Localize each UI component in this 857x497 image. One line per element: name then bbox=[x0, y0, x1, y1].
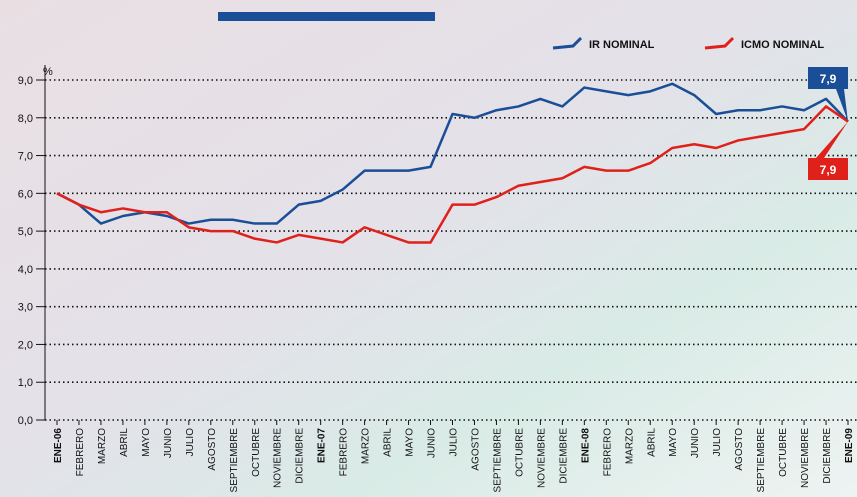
x-tick-label: OCTUBRE bbox=[251, 428, 262, 477]
x-tick-label: MAYO bbox=[405, 428, 416, 457]
x-tick-label: ABRIL bbox=[119, 428, 130, 457]
annotation-label: 7,9 bbox=[820, 163, 837, 177]
x-tick-label: AGOSTO bbox=[470, 428, 481, 471]
x-tick-label: FEBRERO bbox=[75, 428, 86, 477]
y-tick-label: 9,0 bbox=[18, 75, 33, 87]
annotation-label: 7,9 bbox=[820, 72, 837, 86]
y-tick-label: 0,0 bbox=[18, 415, 33, 427]
x-tick-label: ENE-08 bbox=[580, 428, 591, 463]
header-bar bbox=[218, 12, 435, 21]
y-tick-label: 6,0 bbox=[18, 188, 33, 200]
x-tick-label: ABRIL bbox=[646, 428, 657, 457]
x-tick-label: ABRIL bbox=[383, 428, 394, 457]
x-tick-label: JUNIO bbox=[427, 428, 438, 458]
x-tick-label: SEPTIEMBRE bbox=[229, 428, 240, 493]
y-tick-label: 4,0 bbox=[18, 264, 33, 276]
x-tick-label: JULIO bbox=[185, 428, 196, 457]
x-tick-label: NOVIEMBRE bbox=[273, 428, 284, 488]
x-tick-label: MARZO bbox=[624, 428, 635, 464]
x-tick-label: ENE-07 bbox=[317, 428, 328, 463]
y-tick-label: 3,0 bbox=[18, 302, 33, 314]
x-tick-label: MAYO bbox=[668, 428, 679, 457]
legend-label: IR NOMINAL bbox=[589, 39, 655, 51]
x-tick-label: JUNIO bbox=[163, 428, 174, 458]
y-tick-label: 2,0 bbox=[18, 339, 33, 351]
x-tick-label: MARZO bbox=[361, 428, 372, 464]
chart: % 0,01,02,03,04,05,06,07,08,09,0ENE-06FE… bbox=[0, 0, 857, 497]
y-tick-label: 1,0 bbox=[18, 377, 33, 389]
x-tick-label: DICIEMBRE bbox=[295, 428, 306, 484]
x-tick-label: AGOSTO bbox=[207, 428, 218, 471]
x-tick-label: ENE-09 bbox=[844, 428, 855, 463]
background bbox=[0, 0, 857, 497]
x-tick-label: OCTUBRE bbox=[514, 428, 525, 477]
x-tick-label: MARZO bbox=[97, 428, 108, 464]
x-tick-label: NOVIEMBRE bbox=[800, 428, 811, 488]
x-tick-label: AGOSTO bbox=[734, 428, 745, 471]
x-tick-label: SEPTIEMBRE bbox=[756, 428, 767, 493]
x-tick-label: MAYO bbox=[141, 428, 152, 457]
x-tick-label: DICIEMBRE bbox=[822, 428, 833, 484]
legend-label: ICMO NOMINAL bbox=[741, 39, 824, 51]
x-tick-label: JULIO bbox=[449, 428, 460, 457]
y-tick-label: 5,0 bbox=[18, 226, 33, 238]
x-tick-label: JUNIO bbox=[690, 428, 701, 458]
x-tick-label: NOVIEMBRE bbox=[536, 428, 547, 488]
x-tick-label: OCTUBRE bbox=[778, 428, 789, 477]
x-tick-label: ENE-06 bbox=[53, 428, 64, 463]
x-tick-label: FEBRERO bbox=[602, 428, 613, 477]
x-tick-label: JULIO bbox=[712, 428, 723, 457]
x-tick-label: FEBRERO bbox=[339, 428, 350, 477]
y-tick-label: 8,0 bbox=[18, 113, 33, 125]
x-tick-label: DICIEMBRE bbox=[558, 428, 569, 484]
y-tick-label: 7,0 bbox=[18, 151, 33, 163]
x-tick-label: SEPTIEMBRE bbox=[492, 428, 503, 493]
